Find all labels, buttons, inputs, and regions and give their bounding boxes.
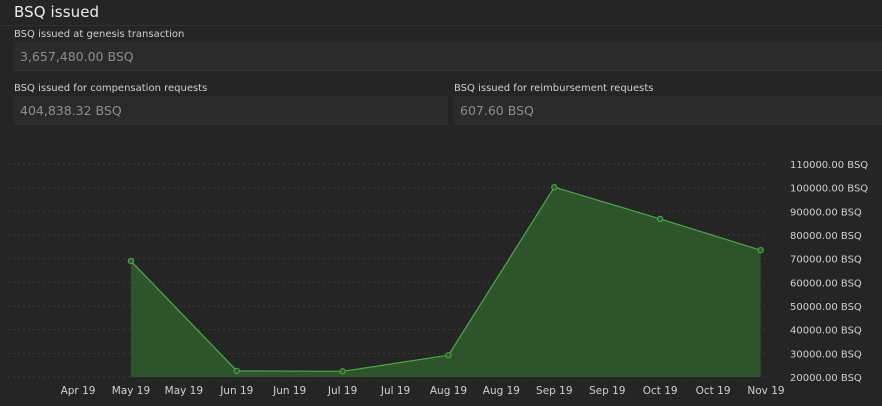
data-point bbox=[551, 184, 558, 191]
x-axis-ticks: Apr 19 May 19 May 19 Jun 19 Jun 19 Jul 19 Jul … bbox=[61, 385, 785, 397]
x-tick-label: Aug 19 bbox=[483, 385, 520, 397]
y-tick-label: 70000.00 BSQ bbox=[790, 255, 862, 266]
genesis-underline bbox=[14, 70, 882, 71]
genesis-field[interactable]: 3,657,480.00 BSQ bbox=[14, 42, 882, 71]
x-tick-label: Oct 19 bbox=[696, 385, 731, 397]
compensation-field[interactable]: 404,838.32 BSQ bbox=[14, 96, 448, 125]
reimbursement-value: 607.60 BSQ bbox=[460, 103, 534, 118]
x-tick-label: Aug 19 bbox=[430, 385, 467, 397]
compensation-value: 404,838.32 BSQ bbox=[20, 103, 122, 118]
data-point bbox=[233, 367, 240, 374]
x-tick-label: Jul 19 bbox=[380, 385, 410, 397]
x-tick-label: May 19 bbox=[112, 385, 150, 397]
y-tick-label: 60000.00 BSQ bbox=[790, 278, 862, 289]
x-tick-label: Jun 19 bbox=[219, 385, 253, 397]
chart-area-layer bbox=[130, 186, 761, 377]
x-tick-label: Jun 19 bbox=[272, 385, 306, 397]
compensation-underline bbox=[14, 124, 448, 125]
series-area bbox=[130, 187, 761, 377]
x-tick-label: May 19 bbox=[165, 385, 203, 397]
genesis-label: BSQ issued at genesis transaction bbox=[14, 29, 185, 40]
y-tick-label: 20000.00 BSQ bbox=[790, 373, 862, 384]
reimbursement-label: BSQ issued for reimbursement requests bbox=[454, 83, 654, 94]
x-tick-label: Jul 19 bbox=[327, 385, 357, 397]
reimbursement-underline bbox=[454, 124, 882, 125]
y-tick-label: 90000.00 BSQ bbox=[790, 207, 862, 218]
title-divider bbox=[0, 25, 882, 26]
y-tick-label: 80000.00 BSQ bbox=[790, 231, 862, 242]
y-axis-ticks: 110000.00 BSQ 100000.00 BSQ 90000.00 BSQ 80… bbox=[790, 160, 868, 384]
genesis-value: 3,657,480.00 BSQ bbox=[20, 49, 134, 64]
data-point bbox=[757, 246, 764, 254]
data-point bbox=[127, 257, 135, 265]
x-tick-label: Apr 19 bbox=[61, 385, 96, 397]
data-point bbox=[657, 215, 664, 223]
compensation-label: BSQ issued for compensation requests bbox=[14, 83, 208, 94]
reimbursement-field[interactable]: 607.60 BSQ bbox=[454, 96, 882, 125]
x-tick-label: Sep 19 bbox=[536, 385, 573, 397]
y-tick-label: 40000.00 BSQ bbox=[790, 326, 862, 337]
data-point bbox=[339, 368, 346, 375]
x-tick-label: Sep 19 bbox=[589, 385, 626, 397]
x-tick-label: Oct 19 bbox=[643, 385, 678, 397]
data-point bbox=[445, 352, 452, 359]
y-tick-label: 110000.00 BSQ bbox=[790, 160, 868, 171]
chart-points bbox=[127, 184, 764, 375]
y-tick-label: 50000.00 BSQ bbox=[790, 302, 862, 313]
y-tick-label: 30000.00 BSQ bbox=[790, 349, 862, 360]
y-tick-label: 100000.00 BSQ bbox=[790, 184, 868, 195]
x-tick-label: Nov 19 bbox=[747, 385, 784, 397]
page-title: BSQ issued bbox=[14, 3, 100, 21]
